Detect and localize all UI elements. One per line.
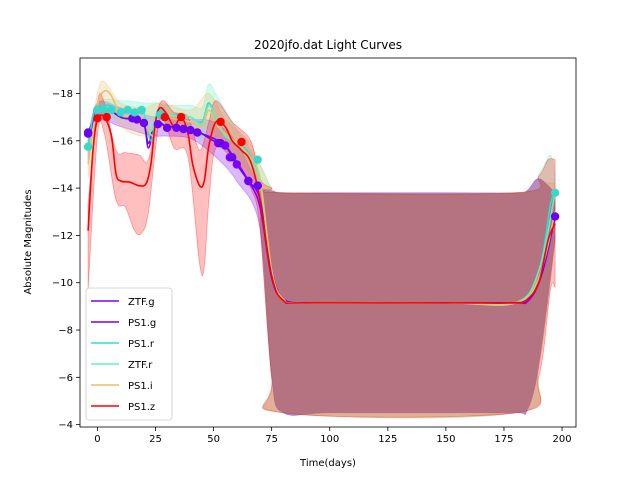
y-tick-label-3: −10: [52, 278, 73, 289]
legend-label-ztf-r: ZTF.r: [128, 360, 153, 371]
y-tick-label-2: −8: [58, 326, 73, 337]
point-ps1-g-4: [139, 118, 149, 128]
point-ps1-z-0: [93, 114, 102, 123]
legend-label-ps1-r: PS1.r: [128, 339, 155, 350]
y-axis-ticks: −4 −6 −8 −10 −12 −14 −16 −18: [52, 89, 80, 431]
point-ps1-g-11: [216, 139, 225, 148]
point-ps1-r-1: [93, 105, 102, 115]
series-points: [83, 105, 560, 221]
point-ps1-g-7: [172, 123, 181, 132]
x-tick-label-0: 0: [94, 434, 100, 445]
point-ps1-r-5: [123, 105, 132, 115]
point-ps1-g-6: [162, 123, 172, 132]
x-axis-ticks: 0 25 50 75 100 125 150 175 200: [94, 427, 572, 445]
x-tick-label-8: 200: [553, 434, 572, 445]
x-axis-label: Time(days): [299, 458, 356, 469]
point-ps1-g-0: [83, 128, 93, 137]
y-tick-label-4: −12: [52, 231, 73, 242]
point-ps1-r-3: [107, 105, 116, 115]
point-ps1-z-2: [160, 112, 169, 122]
y-tick-label-0: −4: [58, 420, 73, 431]
x-tick-label-1: 25: [149, 434, 162, 445]
y-tick-label-7: −18: [52, 89, 73, 100]
point-ps1-g-9: [186, 125, 195, 135]
point-ps1-z-3: [176, 112, 186, 122]
point-ps1-z-4: [216, 117, 225, 127]
chart-title: 2020jfo.dat Light Curves: [254, 38, 402, 52]
x-tick-label-5: 125: [378, 434, 397, 445]
legend-label-ps1-z: PS1.z: [128, 402, 155, 413]
point-ps1-r-10: [550, 188, 560, 197]
point-ps1-g-15: [550, 212, 560, 221]
point-ztf-g-4: [232, 160, 241, 169]
point-ps1-r-2: [100, 105, 109, 115]
x-tick-label-3: 75: [265, 434, 278, 445]
point-ps1-r-9: [253, 155, 262, 164]
legend-label-ps1-g: PS1.g: [128, 318, 156, 329]
x-tick-label-6: 150: [436, 434, 455, 445]
legend: ZTF.g PS1.g PS1.r ZTF.r PS1.i PS1.z: [85, 287, 173, 421]
y-tick-label-6: −16: [52, 136, 73, 147]
band-overlap-shade: [260, 178, 556, 416]
legend-box: [85, 287, 173, 421]
point-ps1-g-10: [193, 128, 202, 137]
y-axis-label: Absolute Magnitudes: [23, 189, 34, 294]
legend-label-ztf-g: ZTF.g: [128, 297, 155, 308]
legend-label-ps1-i: PS1.i: [128, 381, 153, 392]
y-tick-label-5: −14: [52, 184, 73, 195]
y-tick-label-1: −6: [58, 373, 73, 384]
point-ps1-r-4: [116, 108, 125, 117]
point-ps1-g-8: [179, 124, 188, 134]
point-ps1-g-12: [228, 153, 237, 162]
plot-frame: [79, 57, 577, 428]
x-tick-label-4: 100: [320, 434, 339, 445]
x-tick-label-7: 175: [494, 434, 513, 445]
x-tick-label-2: 50: [207, 434, 220, 445]
point-ps1-r-0: [83, 142, 93, 151]
line-ps1-z: [87, 106, 556, 304]
point-ps1-z-1: [102, 112, 111, 122]
band-ztf-g: [87, 100, 556, 416]
point-ps1-r-7: [137, 105, 146, 115]
point-ps1-r-6: [130, 108, 139, 117]
point-ps1-z-5: [237, 137, 246, 147]
point-ps1-g-3: [132, 115, 142, 124]
point-ps1-g-5: [153, 120, 162, 129]
point-ps1-g-13: [244, 176, 253, 186]
point-ps1-g-14: [253, 181, 262, 190]
